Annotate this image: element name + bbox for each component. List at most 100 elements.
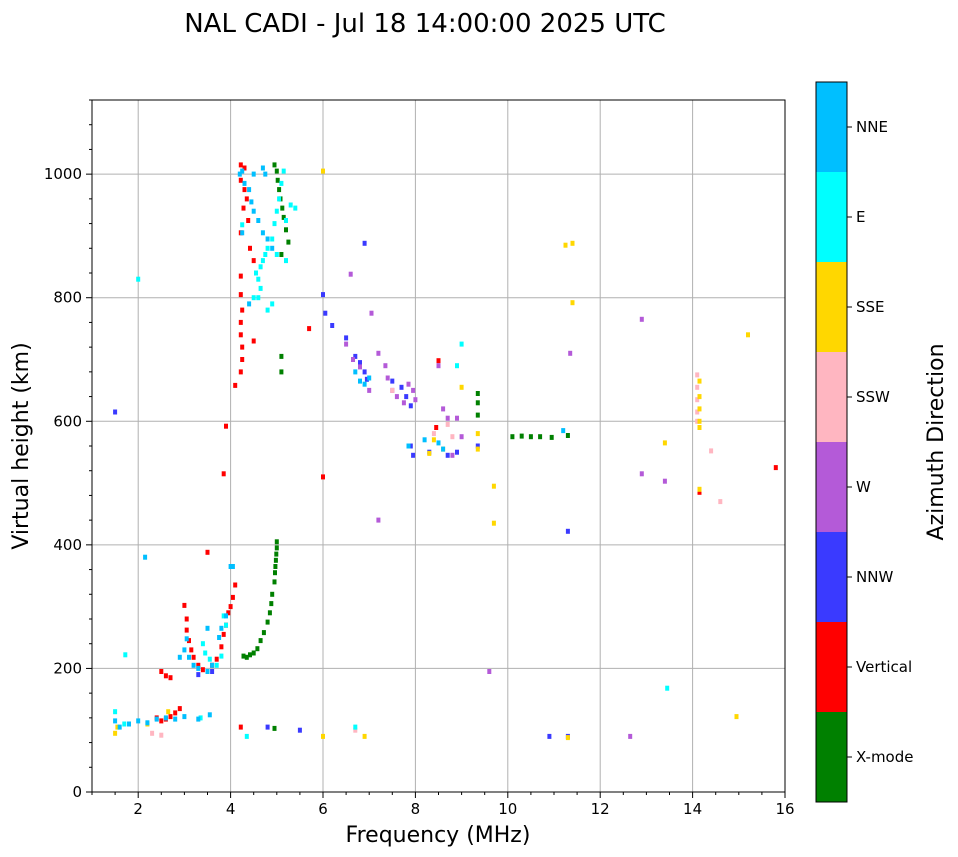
data-point [431, 437, 436, 443]
data-point [219, 653, 224, 659]
data-point [228, 564, 233, 569]
data-point [214, 656, 219, 662]
data-point [286, 239, 291, 245]
data-point [570, 240, 575, 246]
data-point [459, 341, 464, 347]
data-point [358, 360, 362, 366]
colorbar-label-item: SSW [856, 388, 890, 406]
data-point [665, 685, 670, 691]
colorbar-label-item: Vertical [856, 658, 912, 676]
data-point [189, 647, 194, 653]
data-point [115, 724, 120, 730]
data-point [321, 474, 325, 480]
data-point [254, 270, 258, 276]
data-point [154, 716, 159, 722]
data-point [358, 364, 362, 370]
data-point [411, 452, 416, 458]
series-ssw [150, 372, 723, 738]
data-point [248, 245, 252, 251]
data-point [251, 650, 256, 656]
data-point [159, 732, 164, 738]
data-point [459, 434, 464, 440]
data-point [224, 423, 228, 429]
data-point [734, 714, 739, 720]
data-point [136, 276, 141, 282]
data-point [369, 310, 374, 316]
data-point [113, 409, 118, 415]
data-point [348, 271, 353, 277]
data-point [385, 375, 390, 381]
data-point [184, 636, 189, 642]
data-point [270, 301, 275, 307]
data-point [323, 310, 328, 316]
data-point [491, 483, 496, 489]
data-point [277, 187, 282, 193]
y-tick-label: 800 [53, 289, 82, 307]
data-point [113, 730, 118, 736]
data-point [274, 252, 279, 257]
data-point [411, 387, 416, 393]
data-point [205, 625, 210, 631]
plot-area: 2 4 6 8 10 12 14 16 0 200 400 600 800 1000 [44, 99, 795, 818]
y-axis-label: Virtual height (km) [9, 342, 34, 549]
data-point [219, 625, 224, 631]
data-point [519, 433, 524, 439]
data-point [273, 564, 278, 569]
data-point [344, 341, 349, 347]
colorbar-label-item: SSE [856, 298, 885, 316]
data-point [434, 425, 439, 430]
data-point [455, 415, 459, 421]
x-tick-label: 4 [226, 800, 236, 818]
data-point [695, 418, 700, 424]
data-points [113, 162, 778, 741]
colorbar-segment [816, 712, 847, 802]
data-point [406, 443, 411, 449]
data-point [565, 528, 570, 534]
data-point [353, 727, 358, 733]
data-point [255, 646, 260, 652]
data-point [697, 418, 702, 424]
data-point [565, 735, 570, 741]
data-point [256, 295, 261, 301]
data-point [228, 604, 233, 610]
data-point [233, 582, 238, 588]
data-point [203, 650, 208, 656]
data-point [362, 733, 367, 739]
data-point [547, 733, 552, 739]
data-point [376, 517, 381, 523]
data-point [260, 258, 265, 264]
data-point [549, 434, 554, 440]
data-point [697, 406, 702, 412]
data-point [244, 654, 249, 660]
data-point [241, 653, 246, 659]
y-tick-label: 400 [53, 536, 82, 554]
data-point [538, 434, 543, 440]
data-point [273, 570, 277, 576]
data-point [436, 363, 441, 369]
data-point [427, 450, 432, 456]
series-nne [113, 165, 566, 730]
data-point [307, 326, 312, 332]
data-point [238, 273, 243, 279]
data-point [241, 205, 246, 211]
data-point [399, 384, 404, 390]
data-point [224, 622, 228, 628]
data-point [475, 400, 480, 406]
data-point [260, 165, 265, 171]
data-point [404, 394, 409, 400]
data-point [321, 168, 325, 174]
data-point [136, 718, 141, 724]
x-tick-label: 12 [591, 800, 610, 818]
data-point [177, 706, 182, 712]
data-point [269, 601, 274, 607]
data-point [491, 520, 496, 526]
data-point [210, 669, 215, 674]
data-point [249, 199, 254, 205]
data-point [408, 443, 413, 449]
data-point [200, 641, 205, 647]
series-e [113, 168, 670, 739]
data-point [274, 539, 279, 545]
colorbar-segment [816, 82, 847, 172]
data-point [281, 214, 286, 220]
